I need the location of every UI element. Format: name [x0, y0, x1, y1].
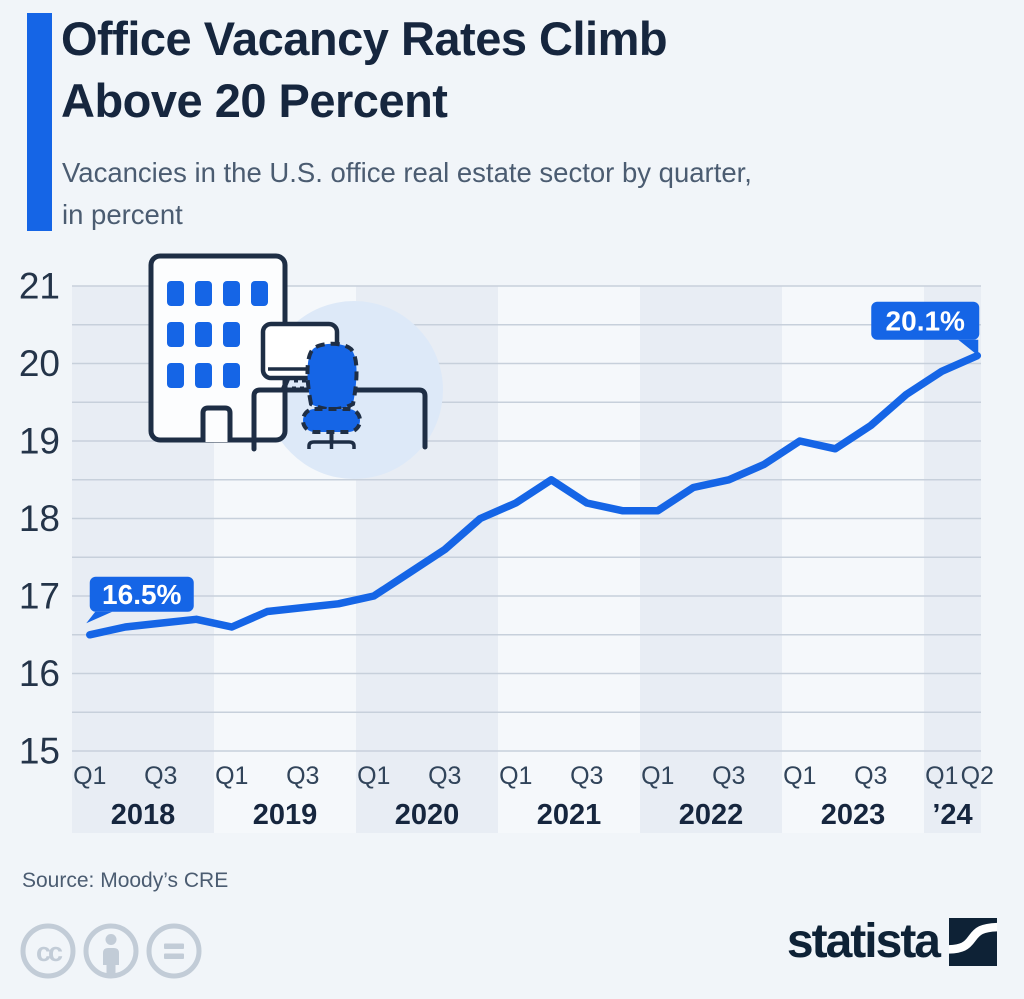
equals-icon: [146, 923, 202, 979]
x-tick-label: Q1: [925, 762, 958, 790]
y-axis-labels: 21 20 19 18 17 16 15: [19, 266, 60, 772]
cc-license-icons: cc: [20, 923, 202, 979]
x-tick-label: Q3: [286, 762, 319, 790]
vacant-chair-icon: [301, 341, 362, 449]
x-tick-label: Q1: [641, 762, 674, 790]
subtitle-line-1: Vacancies in the U.S. office real estate…: [62, 157, 752, 188]
office-building-icon: [148, 253, 288, 443]
x-tick-label: Q1: [499, 762, 532, 790]
statista-logo: statista: [787, 918, 997, 966]
title-line-2: Above 20 Percent: [61, 74, 448, 127]
statista-logo-mark: [949, 918, 997, 966]
year-band-2021: [498, 286, 640, 833]
x-tick-label: Q1: [73, 762, 106, 790]
y-axis-label: 19: [19, 421, 60, 462]
statista-wordmark: statista: [786, 915, 941, 968]
year-band-2022: [640, 286, 782, 833]
building-windows: [167, 281, 268, 388]
year-bands: [72, 286, 981, 833]
x-tick-label: Q3: [144, 762, 177, 790]
value-bubble-start: 16.5%: [86, 576, 194, 624]
value-bubble-end: 20.1%: [871, 301, 980, 356]
x-tick-label: Q1: [215, 762, 248, 790]
y-axis-label: 20: [19, 343, 60, 384]
data-line: [86, 351, 982, 639]
chart-subtitle: Vacancies in the U.S. office real estate…: [62, 152, 1002, 236]
year-label: 2023: [821, 799, 886, 831]
x-tick-label: Q3: [854, 762, 887, 790]
attribution-icon: [83, 923, 139, 979]
value-bubble-text: 16.5%: [102, 579, 181, 610]
svg-text:cc: cc: [36, 937, 63, 967]
cc-icon: cc: [20, 923, 76, 979]
x-tick-label: Q1: [357, 762, 390, 790]
value-bubbles: 16.5% 20.1%: [86, 301, 980, 624]
x-tick-label: Q3: [570, 762, 603, 790]
y-axis-label: 21: [19, 266, 60, 307]
gridlines: [72, 285, 981, 752]
x-tick-label: Q3: [712, 762, 745, 790]
source-text: Source: Moody’s CRE: [22, 869, 229, 892]
year-label: ’24: [932, 799, 972, 831]
subtitle-line-2: in percent: [62, 199, 183, 230]
x-tick-label: Q3: [428, 762, 461, 790]
title-line-1: Office Vacancy Rates Climb: [61, 12, 668, 65]
y-axis-label: 16: [19, 653, 60, 694]
y-axis-label: 17: [19, 576, 60, 617]
value-bubble-text: 20.1%: [886, 305, 965, 336]
y-axis-label: 15: [19, 731, 60, 772]
year-label: 2020: [395, 799, 460, 831]
year-label: 2021: [537, 799, 602, 831]
office-vacancy-illustration: [148, 253, 443, 479]
data-line-group: [86, 351, 982, 639]
x-tick-label: Q1: [783, 762, 816, 790]
year-band-2023: [782, 286, 924, 833]
year-label: 2019: [253, 799, 318, 831]
x-tick-label: Q2: [961, 762, 994, 790]
year-label: 2018: [111, 799, 176, 831]
y-axis-label: 18: [19, 498, 60, 539]
year-label: 2022: [679, 799, 744, 831]
accent-bar: [27, 13, 52, 231]
page-title: Office Vacancy Rates Climb Above 20 Perc…: [61, 8, 961, 132]
